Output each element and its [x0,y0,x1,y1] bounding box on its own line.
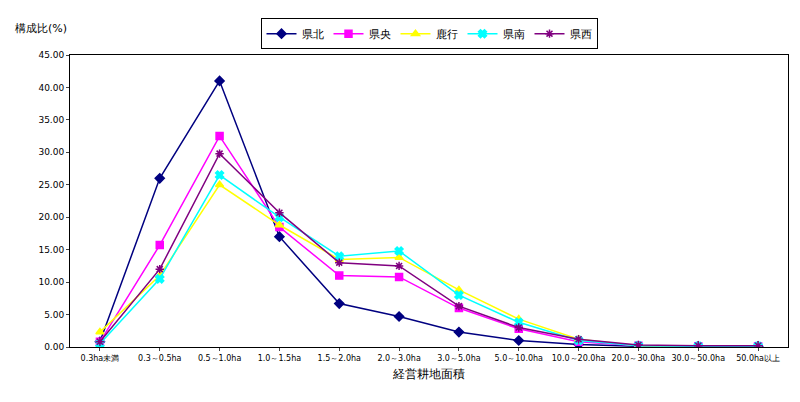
svg-text:25.00: 25.00 [38,180,64,190]
svg-text:20.00: 20.00 [38,212,64,222]
svg-text:2.0～3.0ha: 2.0～3.0ha [377,354,421,363]
svg-text:県南: 県南 [503,28,525,41]
svg-text:30.0～50.0ha: 30.0～50.0ha [671,354,725,363]
svg-text:10.00: 10.00 [38,277,64,287]
svg-text:0.5～1.0ha: 0.5～1.0ha [198,354,242,363]
svg-text:45.00: 45.00 [38,50,64,60]
svg-text:0.00: 0.00 [44,342,64,352]
svg-text:5.0～10.0ha: 5.0～10.0ha [494,354,543,363]
svg-text:3.0～5.0ha: 3.0～5.0ha [437,354,481,363]
svg-text:構成比(%): 構成比(%) [15,22,67,35]
svg-text:県西: 県西 [570,28,592,41]
svg-text:1.5～2.0ha: 1.5～2.0ha [318,354,362,363]
svg-text:0.3ha未満: 0.3ha未満 [81,354,120,363]
svg-text:0.3～0.5ha: 0.3～0.5ha [138,354,182,363]
svg-text:10.0～20.0ha: 10.0～20.0ha [552,354,606,363]
svg-text:県央: 県央 [369,28,391,41]
svg-text:15.00: 15.00 [38,245,64,255]
svg-text:30.00: 30.00 [38,147,64,157]
svg-text:鹿行: 鹿行 [436,28,458,41]
svg-text:5.00: 5.00 [44,310,64,320]
svg-text:20.0～30.0ha: 20.0～30.0ha [612,354,666,363]
svg-text:経営耕地面積: 経営耕地面積 [392,367,465,381]
svg-text:県北: 県北 [302,28,324,41]
svg-text:1.0～1.5ha: 1.0～1.5ha [258,354,302,363]
svg-text:50.0ha以上: 50.0ha以上 [736,354,780,363]
svg-text:35.00: 35.00 [38,115,64,125]
svg-text:40.00: 40.00 [38,83,64,93]
